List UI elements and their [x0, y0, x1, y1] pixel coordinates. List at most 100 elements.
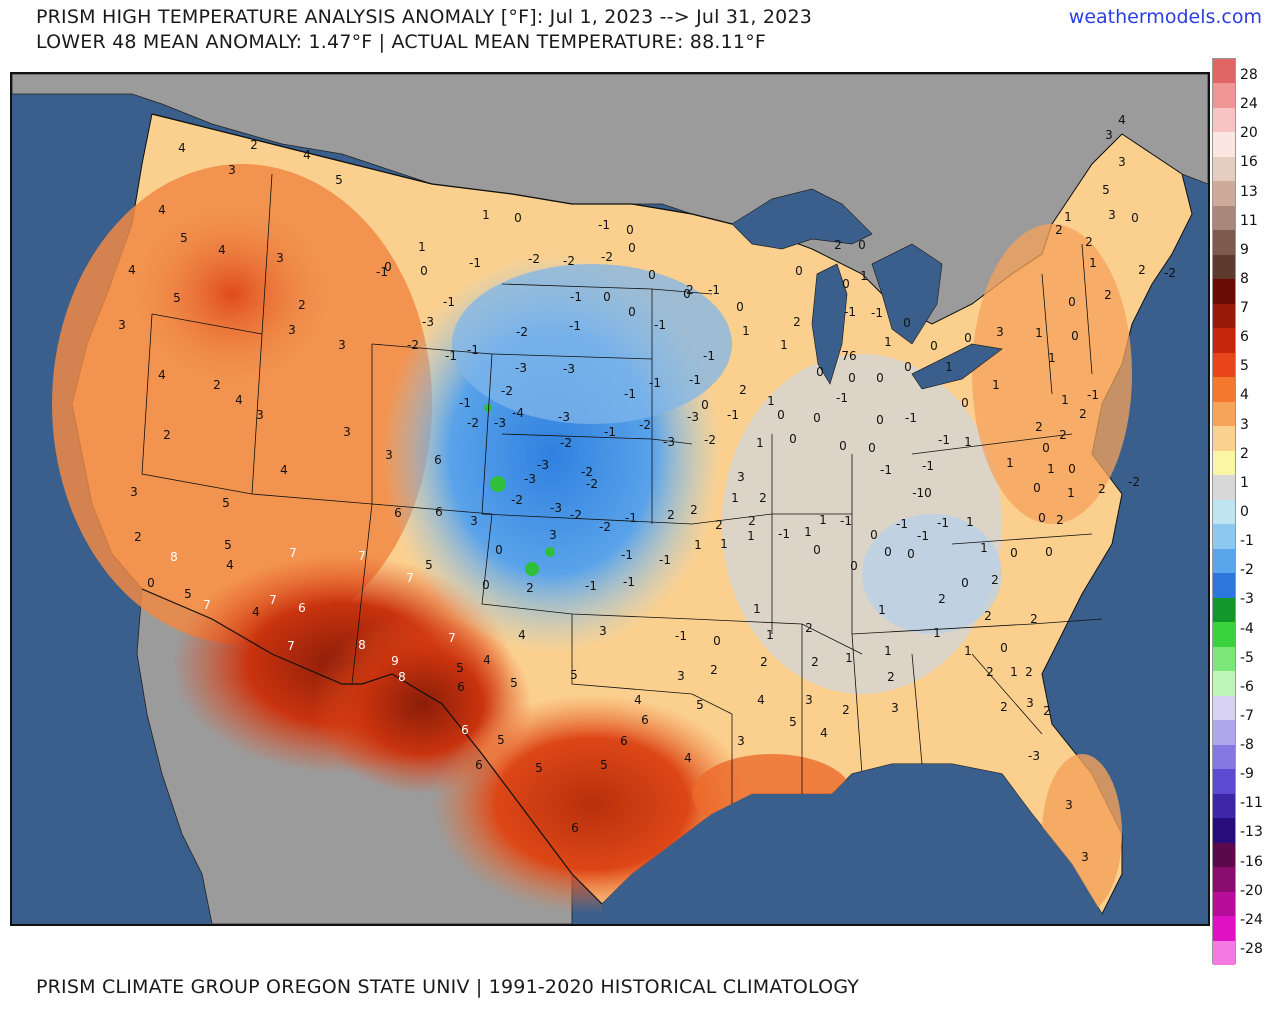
anomaly-value-label: 0 [626, 223, 634, 237]
anomaly-value-label: 76 [841, 349, 856, 363]
brand-link[interactable]: weathermodels.com [1068, 6, 1262, 28]
anomaly-value-label: 0 [683, 287, 691, 301]
lake-huron [871, 243, 943, 345]
anomaly-value-label: 0 [930, 339, 938, 353]
anomaly-value-label: 0 [850, 559, 858, 573]
anomaly-value-label: 0 [904, 360, 912, 374]
anomaly-value-label: 1 [756, 436, 764, 450]
legend-swatch [1213, 328, 1235, 354]
anomaly-value-label: 1 [860, 269, 868, 283]
anomaly-value-label: 6 [475, 758, 483, 772]
anomaly-value-label: 1 [884, 335, 892, 349]
lake-erie [911, 343, 1003, 390]
anomaly-value-label: 6 [434, 453, 442, 467]
legend-tick: 0 [1240, 504, 1249, 520]
anomaly-value-label: 7 [269, 593, 277, 607]
anomaly-value-label: 2 [805, 621, 813, 635]
anomaly-value-label: 0 [628, 241, 636, 255]
anomaly-value-label: 1 [878, 603, 886, 617]
anomaly-value-label: 4 [218, 243, 226, 257]
legend-tick: -28 [1240, 941, 1263, 957]
legend-tick: 9 [1240, 241, 1249, 258]
anomaly-value-label: 0 [795, 264, 803, 278]
legend-swatch [1213, 916, 1235, 941]
anomaly-value-label: 5 [510, 676, 518, 690]
anomaly-value-label: 5 [1102, 183, 1110, 197]
anomaly-value-label: 1 [1006, 456, 1014, 470]
anomaly-value-label: 3 [118, 318, 126, 332]
anomaly-value-label: 0 [858, 238, 866, 252]
legend-tick: -2 [1240, 562, 1254, 579]
anomaly-value-label: -2 [407, 338, 419, 352]
anomaly-value-label: -1 [871, 306, 883, 320]
gulf-of-mexico [602, 764, 1102, 924]
anomaly-value-label: -1 [937, 516, 949, 530]
legend-swatch [1213, 279, 1235, 305]
legend-tick: 16 [1240, 154, 1258, 171]
legend-tick: -7 [1240, 707, 1254, 724]
anomaly-value-label: -1 [625, 511, 637, 525]
legend-swatch [1213, 744, 1235, 770]
legend-swatch [1213, 377, 1235, 403]
anomaly-value-label: 0 [1068, 295, 1076, 309]
anomaly-value-label: -2 [516, 325, 528, 339]
legend-tick: -20 [1240, 882, 1263, 899]
legend-tick: 2 [1240, 445, 1249, 462]
anomaly-value-label: -2 [599, 520, 611, 534]
legend-swatch [1213, 205, 1235, 231]
cold-north [452, 264, 732, 424]
anomaly-value-label: -1 [917, 529, 929, 543]
anomaly-value-label: 4 [128, 263, 136, 277]
legend-tick: -5 [1240, 649, 1254, 666]
lake-michigan [811, 263, 848, 385]
anomaly-value-label: 3 [996, 325, 1004, 339]
anomaly-value-label: 2 [163, 428, 171, 442]
anomaly-value-label: 0 [839, 439, 847, 453]
anomaly-value-label: -1 [905, 411, 917, 425]
anomaly-value-label: 1 [720, 537, 728, 551]
anomaly-value-label: 0 [868, 441, 876, 455]
anomaly-value-label: -1 [675, 629, 687, 643]
cold-pocket [545, 547, 555, 557]
anomaly-value-label: -3 [515, 361, 527, 375]
anomaly-value-label: -4 [512, 406, 524, 420]
anomaly-value-label: -1 [659, 553, 671, 567]
anomaly-value-label: 3 [343, 425, 351, 439]
anomaly-value-label: -3 [687, 410, 699, 424]
color-legend [1212, 58, 1236, 966]
map-subtitle: LOWER 48 MEAN ANOMALY: 1.47°F | ACTUAL M… [36, 31, 767, 53]
anomaly-value-label: 6 [394, 506, 402, 520]
anomaly-value-label: 4 [303, 148, 311, 162]
anomaly-value-label: 1 [933, 626, 941, 640]
anomaly-value-label: -3 [563, 362, 575, 376]
legend-swatch [1213, 573, 1235, 599]
anomaly-value-label: 4 [483, 653, 491, 667]
anomaly-value-label: -1 [844, 305, 856, 319]
anomaly-value-label: 0 [842, 277, 850, 291]
legend-tick: 24 [1240, 96, 1258, 113]
anomaly-value-label: 2 [1043, 704, 1051, 718]
anomaly-value-label: 3 [288, 323, 296, 337]
anomaly-value-label: 0 [1068, 462, 1076, 476]
anomaly-value-label: 2 [938, 592, 946, 606]
legend-swatch [1213, 769, 1235, 795]
anomaly-value-label: 1 [731, 491, 739, 505]
anomaly-value-label: 0 [964, 331, 972, 345]
legend-swatch [1213, 695, 1235, 721]
anomaly-value-label: 0 [813, 411, 821, 425]
legend-tick: -4 [1240, 620, 1254, 637]
anomaly-value-label: -1 [376, 265, 388, 279]
legend-tick: 5 [1240, 358, 1249, 375]
anomaly-value-label: -1 [880, 463, 892, 477]
anomaly-value-label: -2 [560, 436, 572, 450]
anomaly-value-label: 3 [1118, 155, 1126, 169]
anomaly-value-label: 0 [1042, 441, 1050, 455]
anomaly-value-label: 2 [1035, 420, 1043, 434]
anomaly-value-label: -2 [467, 416, 479, 430]
data-credit: PRISM CLIMATE GROUP OREGON STATE UNIV | … [36, 976, 860, 998]
anomaly-value-label: 2 [760, 655, 768, 669]
legend-swatch [1213, 450, 1235, 476]
us-canada-border [151, 113, 733, 225]
anomaly-value-label: 0 [648, 268, 656, 282]
